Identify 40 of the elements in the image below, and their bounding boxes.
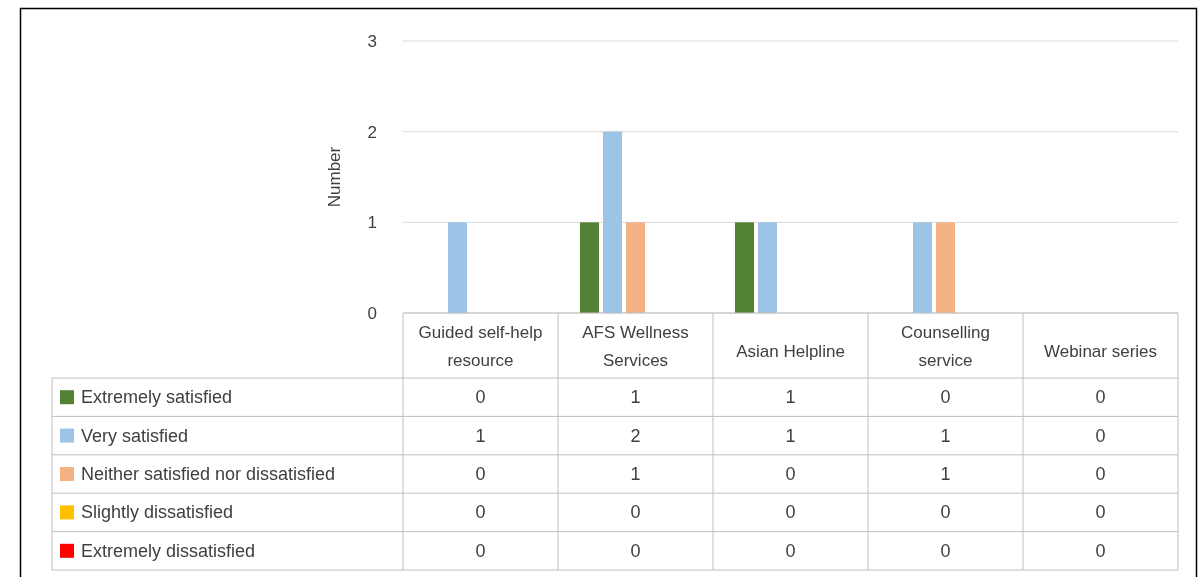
data-label: 0 (475, 464, 486, 484)
y-tick-label: 0 (367, 303, 377, 323)
legend-label: Extremely satisfied (81, 387, 233, 408)
legend-label: Neither satisfied nor dissatisfied (81, 464, 336, 484)
data-label: 0 (630, 540, 641, 561)
data-label: 1 (940, 425, 951, 446)
data-label: 0 (785, 502, 796, 523)
data-label: 1 (785, 425, 796, 446)
data-label: 1 (475, 425, 486, 446)
data-label: 0 (475, 502, 486, 523)
data-label: 1 (630, 387, 641, 408)
legend-label: Extremely dissatisfied (81, 540, 256, 561)
data-label: 1 (785, 387, 796, 408)
x-tick-label: Asian Helpline (736, 342, 845, 361)
legend-label: Very satisfied (81, 425, 189, 446)
data-label: 0 (1095, 387, 1106, 408)
data-label: 0 (475, 540, 486, 561)
data-label: 0 (785, 464, 796, 484)
data-label: 0 (475, 387, 486, 408)
data-label: 0 (940, 387, 951, 408)
data-label: 0 (1095, 502, 1106, 523)
x-tick-label: AFS Wellness Services (582, 323, 689, 370)
y-tick-label: 2 (367, 122, 377, 142)
legend-label: Slightly dissatisfied (81, 502, 234, 523)
data-label: 0 (630, 502, 641, 523)
y-tick-label: 1 (367, 213, 377, 233)
y-axis-title: Number (325, 146, 344, 208)
data-label: 2 (630, 425, 641, 446)
data-label: 0 (1095, 425, 1106, 446)
data-label: 0 (940, 540, 951, 561)
data-label: 0 (1095, 540, 1106, 561)
x-tick-label: Guided self-help resource (418, 323, 543, 370)
x-tick-label: Counselling service (901, 323, 990, 370)
data-label: 1 (630, 464, 641, 484)
y-tick-label: 3 (367, 31, 377, 51)
data-label: 0 (785, 540, 796, 561)
data-label: 0 (1095, 464, 1106, 484)
data-label: 0 (940, 502, 951, 523)
data-label: 1 (940, 464, 951, 484)
x-tick-label: Webinar series (1043, 342, 1158, 361)
